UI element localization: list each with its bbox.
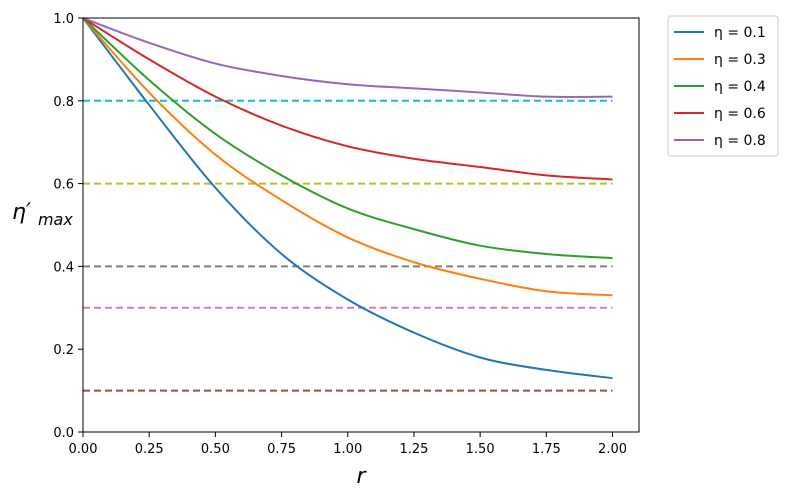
x-tick-label: 0.25 <box>135 442 164 457</box>
y-axis: 0.0 0.2 0.4 0.6 0.8 1.0 <box>53 12 83 441</box>
y-tick-label: 0.8 <box>53 95 74 110</box>
y-axis-label-main: η′ <box>12 200 31 225</box>
legend-label-3: η = 0.6 <box>714 106 766 122</box>
legend-box <box>667 15 779 157</box>
x-tick-label: 1.25 <box>399 442 428 457</box>
y-tick-label: 0.0 <box>53 426 74 441</box>
y-tick-label: 0.6 <box>53 178 74 193</box>
x-tick-label: 0.75 <box>267 442 296 457</box>
legend-label-0: η = 0.1 <box>714 25 766 41</box>
series-line-4 <box>82 17 613 98</box>
y-tick-label: 0.4 <box>53 260 74 275</box>
x-tick-label: 2.00 <box>598 442 627 457</box>
y-axis-label-subscript: max <box>38 210 73 229</box>
series-lines <box>82 17 613 380</box>
reference-lines <box>83 99 613 392</box>
x-tick-label: 1.75 <box>532 442 561 457</box>
legend: η = 0.1 η = 0.3 η = 0.4 η = 0.6 η = 0.8 <box>667 15 779 157</box>
series-line-3 <box>82 17 613 181</box>
x-tick-label: 1.50 <box>466 442 495 457</box>
legend-items: η = 0.1 η = 0.3 η = 0.4 η = 0.6 η = 0.8 <box>674 25 766 149</box>
x-axis-label: r <box>356 464 367 489</box>
series-line-2 <box>82 17 613 260</box>
y-tick-label: 0.2 <box>53 343 74 358</box>
legend-label-1: η = 0.3 <box>714 52 766 68</box>
x-tick-label: 0.00 <box>69 442 98 457</box>
legend-label-4: η = 0.8 <box>714 133 766 149</box>
x-tick-label: 1.00 <box>333 442 362 457</box>
series-line-0 <box>82 17 613 380</box>
y-tick-label: 1.0 <box>53 12 74 27</box>
plot-frame <box>82 17 640 433</box>
legend-label-2: η = 0.4 <box>714 79 766 95</box>
series-line-1 <box>82 17 613 297</box>
x-tick-label: 0.50 <box>201 442 230 457</box>
x-axis: 0.00 0.25 0.50 0.75 1.00 1.25 1.50 1.75 2.00 <box>69 432 627 457</box>
y-axis-label: η′ max <box>12 200 73 229</box>
